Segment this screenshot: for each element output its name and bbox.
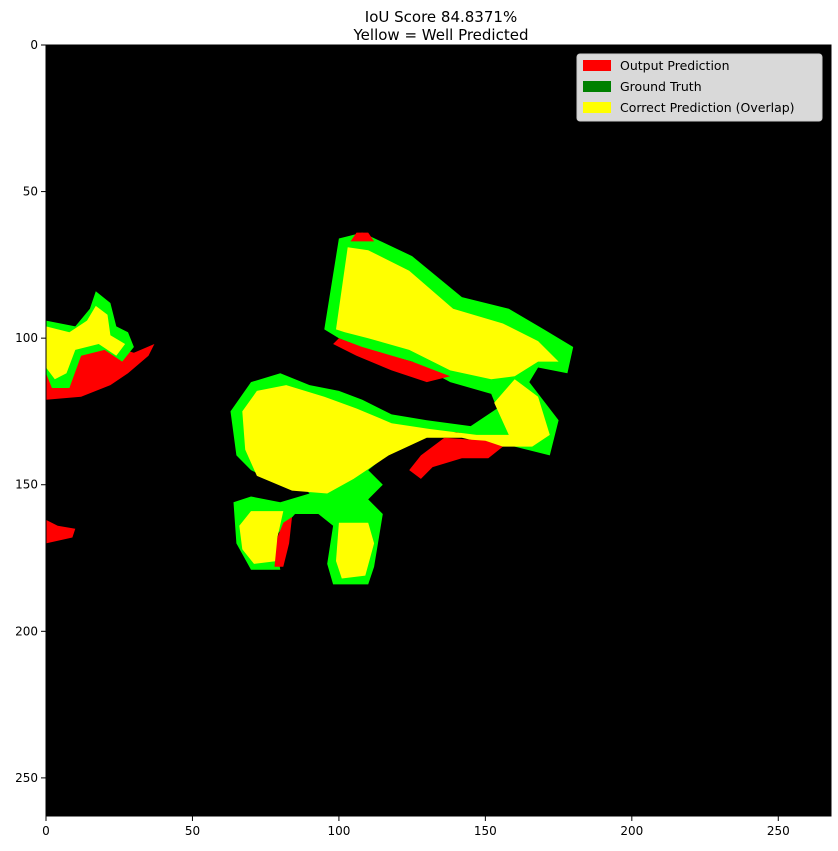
chart-title-line-1: IoU Score 84.8371% xyxy=(365,8,517,26)
legend: Output Prediction Ground Truth Correct P… xyxy=(576,53,823,122)
region-output-prediction-7 xyxy=(350,232,375,242)
legend-label-output-prediction: Output Prediction xyxy=(620,58,730,73)
region-overlap-2 xyxy=(242,379,550,494)
legend-label-correct-prediction: Correct Prediction (Overlap) xyxy=(620,100,795,115)
legend-swatch-correct-prediction xyxy=(583,102,611,113)
region-overlap-1 xyxy=(336,247,559,380)
legend-swatch-ground-truth xyxy=(583,81,611,92)
y-tick-label-3: 150 xyxy=(15,478,38,492)
y-tick-label-2: 100 xyxy=(15,331,38,345)
region-output-prediction-12 xyxy=(46,519,76,544)
x-axis: 0 50 100 150 200 250 xyxy=(42,816,790,838)
region-overlap-4 xyxy=(336,522,375,579)
region-output-prediction-8 xyxy=(274,517,292,567)
region-output-prediction-5 xyxy=(333,338,451,383)
x-tick-label-5: 250 xyxy=(767,824,790,838)
legend-swatch-output-prediction xyxy=(583,60,611,71)
legend-label-ground-truth: Ground Truth xyxy=(620,79,702,94)
y-tick-label-5: 250 xyxy=(15,771,38,785)
y-tick-label-1: 50 xyxy=(23,185,38,199)
y-tick-label-4: 200 xyxy=(15,624,38,638)
x-tick-label-1: 50 xyxy=(185,824,200,838)
region-output-prediction-6 xyxy=(409,437,503,479)
region-overlap-11 xyxy=(46,305,126,380)
x-tick-label-2: 100 xyxy=(327,824,350,838)
y-axis: 0 50 100 150 200 250 xyxy=(15,38,46,785)
y-tick-label-0: 0 xyxy=(30,38,38,52)
x-tick-label-0: 0 xyxy=(42,824,50,838)
chart-title-line-2: Yellow = Well Predicted xyxy=(353,26,529,44)
x-tick-label-3: 150 xyxy=(474,824,497,838)
legend-frame xyxy=(576,53,823,122)
region-overlap-3 xyxy=(239,511,284,564)
segmentation-regions xyxy=(46,232,574,585)
plot-frame xyxy=(45,44,832,817)
x-tick-label-4: 200 xyxy=(620,824,643,838)
